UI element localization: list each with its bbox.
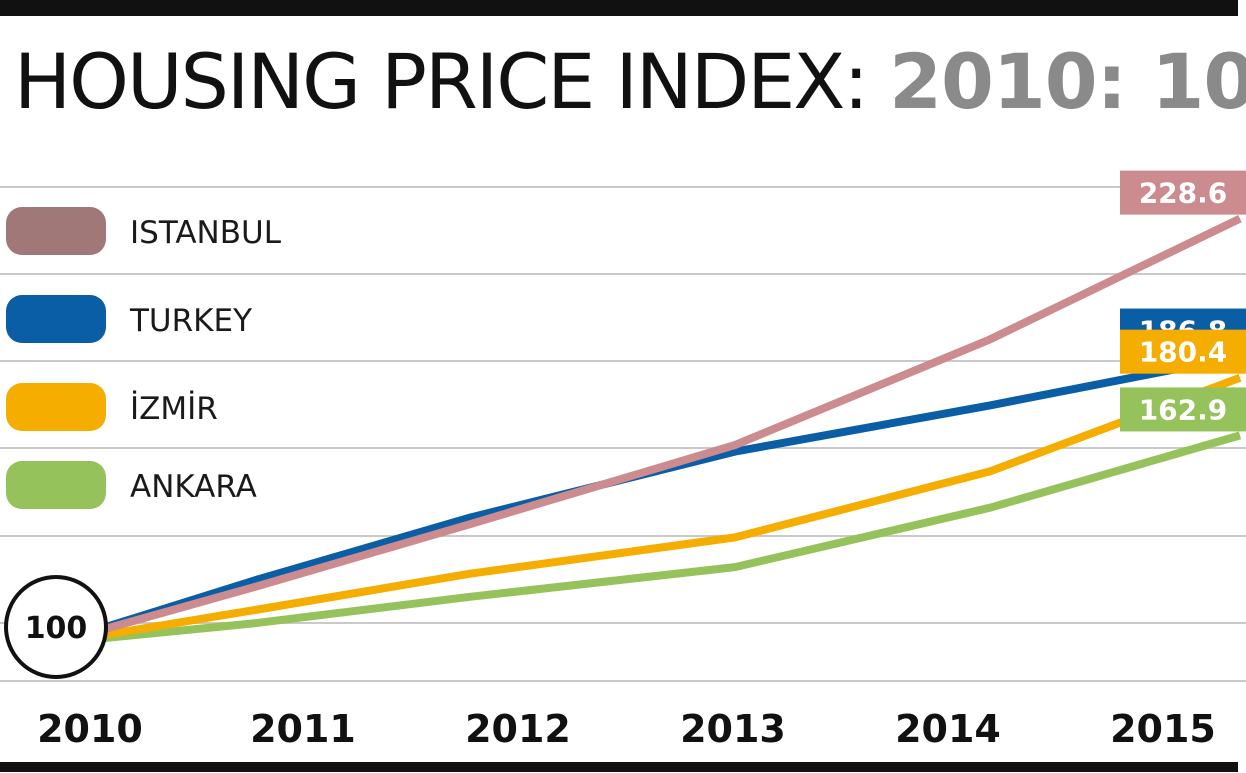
legend-label-izmir: İZMİR: [130, 391, 218, 427]
series-line-ankara: [54, 431, 1242, 647]
x-tick-label-2012: 2012: [465, 707, 571, 751]
x-tick-label-2011: 2011: [250, 707, 356, 751]
chart-title: HOUSING PRICE INDEX: 2010: 100: [14, 32, 1246, 132]
end-label-istanbul: 228.6: [1139, 177, 1228, 210]
title-sub: 2010: 100: [889, 37, 1246, 126]
x-tick-label-2015: 2015: [1110, 707, 1216, 751]
top-rule: [0, 0, 1238, 16]
x-tick-label-2014: 2014: [895, 707, 1001, 751]
base-circle: [4, 575, 108, 679]
bottom-rule: [0, 762, 1238, 772]
end-label-box-istanbul: [1120, 170, 1246, 215]
legend-swatch-ankara: [6, 461, 106, 509]
legend-label-turkey: TURKEY: [130, 303, 253, 339]
legend-label-ankara: ANKARA: [130, 469, 257, 505]
end-label-box-i-zmi-r: [1120, 329, 1246, 374]
legend-label-istanbul: ISTANBUL: [130, 215, 281, 251]
base-label: 100: [25, 611, 88, 646]
end-label-i-zmi-r: 180.4: [1139, 336, 1228, 369]
legend-swatch-turkey: [6, 295, 106, 343]
title-main: HOUSING PRICE INDEX:: [14, 37, 869, 126]
legend-item-izmir: İZMİR: [6, 383, 306, 433]
series-line-i-zmi-r: [54, 373, 1242, 647]
legend-item-turkey: TURKEY: [6, 295, 306, 345]
legend-swatch-istanbul: [6, 207, 106, 255]
legend-swatch-izmir: [6, 383, 106, 431]
end-label-ankara: 162.9: [1139, 393, 1228, 426]
x-tick-label-2013: 2013: [680, 707, 786, 751]
legend-item-ankara: ANKARA: [6, 461, 306, 511]
x-tick-label-2010: 2010: [37, 707, 143, 751]
end-label-box-ankara: [1120, 387, 1246, 432]
legend-item-istanbul: ISTANBUL: [6, 207, 306, 257]
series-line-istanbul: [53, 214, 1242, 647]
